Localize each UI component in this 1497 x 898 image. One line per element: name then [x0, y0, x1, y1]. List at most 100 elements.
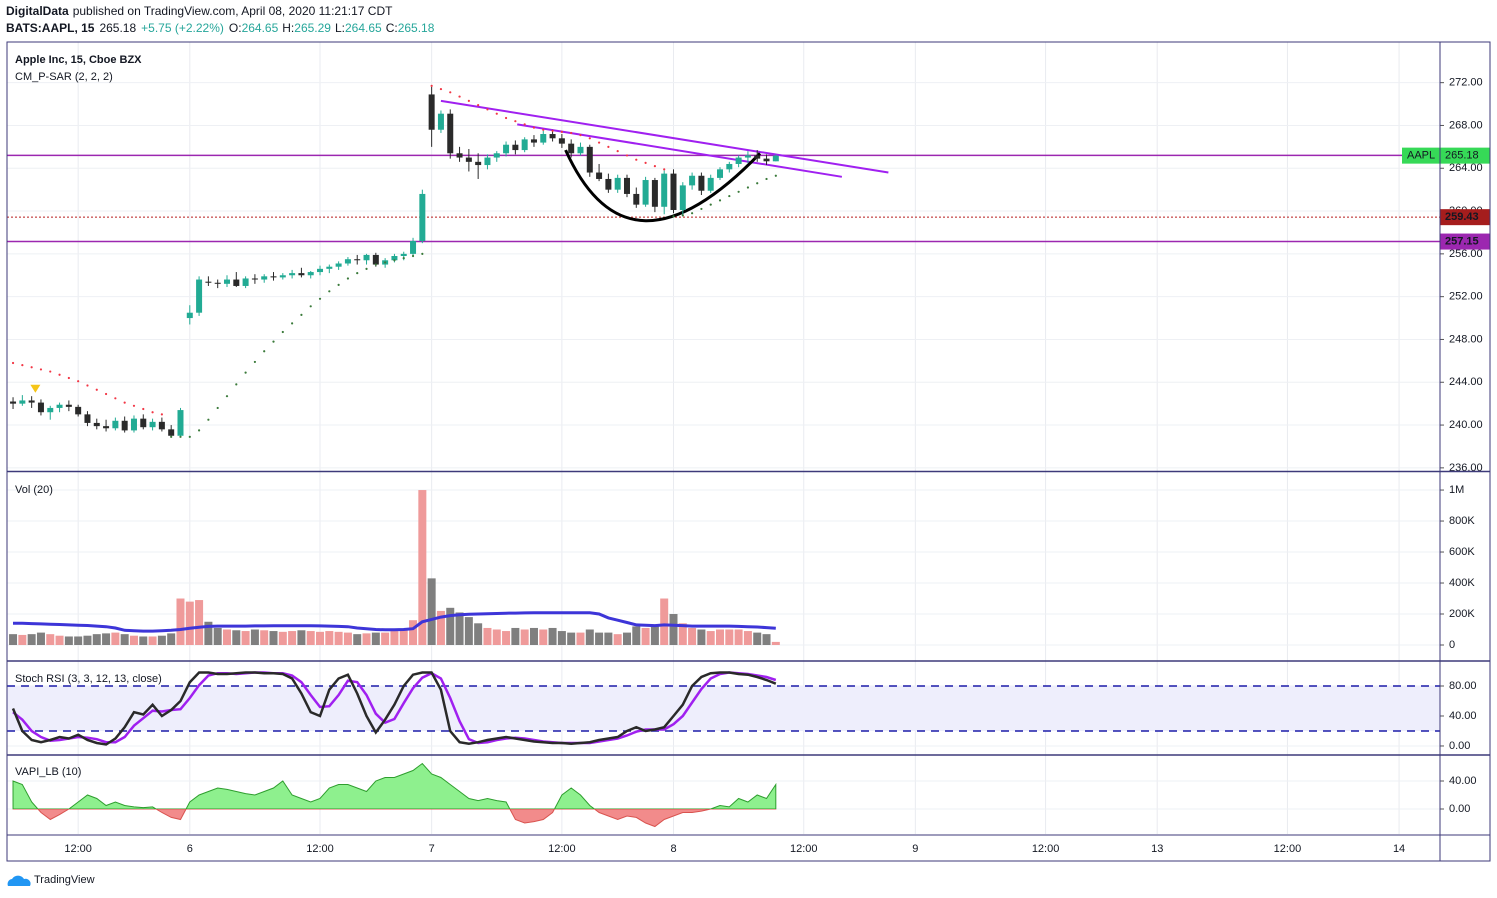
volume-bar [157, 635, 166, 646]
psar-dot [328, 290, 331, 293]
volume-bar [167, 633, 176, 646]
panel-legend: Stoch RSI (3, 3, 12, 13, close) [15, 673, 162, 685]
psar-dot [272, 340, 275, 343]
candle-body [735, 157, 742, 164]
psar-dot [663, 168, 666, 171]
psar-dot [728, 194, 731, 198]
volume-bar [334, 631, 343, 646]
psar-dot [495, 112, 498, 115]
y-tick-label: 0.00 [1449, 740, 1470, 752]
candle-body [465, 157, 472, 162]
candle-body [540, 134, 547, 143]
volume-bar [213, 627, 222, 646]
candle-body [261, 276, 268, 280]
candle-body [279, 275, 286, 278]
psar-dot [421, 252, 424, 255]
psar-dot [337, 283, 340, 286]
candle-body [512, 144, 519, 151]
psar-dot [402, 257, 405, 260]
candle-body [754, 155, 761, 159]
ohlc-value: 264.65 [345, 21, 382, 35]
volume-bar [297, 630, 306, 646]
vapi-area-negative [12, 809, 777, 828]
psar-dot [160, 413, 163, 416]
x-tick-label: 12:00 [790, 843, 818, 855]
psar-dot [570, 131, 573, 135]
header-line: DigitalData published on TradingView.com,… [6, 4, 393, 18]
candle-body [19, 400, 26, 404]
psar-dot [123, 401, 126, 404]
psar-dot [681, 214, 684, 217]
x-tick-label: 12:00 [1032, 843, 1060, 855]
candle-body [10, 401, 17, 404]
volume-bar [771, 641, 780, 646]
footer: TradingView [7, 874, 95, 886]
volume-bar [539, 629, 548, 646]
volume-bar [511, 627, 520, 646]
y-tick-label: 252.00 [1449, 291, 1483, 303]
x-tick-label: 12:00 [1274, 843, 1302, 855]
psar-dot [58, 373, 61, 376]
volume-bar [74, 636, 83, 646]
volume-bar [743, 631, 752, 646]
volume-bar [548, 627, 557, 646]
psar-dot [709, 203, 712, 206]
candle-body [428, 94, 435, 130]
candle-body [149, 421, 156, 428]
volume-bar [27, 634, 36, 646]
candle-body [233, 279, 240, 286]
volume-bar [222, 629, 231, 646]
volume-bar [36, 632, 45, 646]
author: DigitalData [6, 4, 69, 18]
psar-dot [39, 368, 43, 371]
candle-body [354, 259, 361, 261]
volume-bar [725, 629, 734, 646]
psar-dot [374, 263, 377, 266]
volume-bar [595, 632, 604, 646]
volume-bar [613, 634, 622, 646]
level-label-box [1440, 233, 1490, 250]
psar-dot [77, 380, 80, 383]
psar-dot [532, 126, 536, 129]
candle-body [633, 193, 640, 205]
signal-marker [30, 384, 41, 393]
psar-dot [542, 128, 545, 131]
volume-bar [92, 634, 101, 646]
candle-body [130, 418, 137, 431]
level-label: 257.15 [1445, 235, 1479, 247]
psar-dot [672, 215, 675, 218]
candle-body [558, 138, 565, 144]
volume-bar [455, 612, 464, 646]
volume-bar [576, 632, 585, 646]
psar-dot [691, 212, 694, 215]
candle-body [726, 163, 733, 170]
volume-bar [474, 623, 483, 646]
symbol: BATS:AAPL, 15 [6, 21, 95, 35]
psar-dot [114, 397, 117, 400]
y-tick-label: 40.00 [1449, 775, 1477, 787]
panel-legend: VAPI_LB (10) [15, 766, 81, 778]
psar-dot [616, 150, 619, 153]
psar-dot [504, 116, 508, 120]
candle-body [642, 180, 649, 205]
chart-title: Apple Inc, 15, Cboe BZX [15, 54, 142, 66]
psar-dot [458, 95, 461, 98]
y-tick-label: 600K [1449, 546, 1475, 558]
volume-bar [762, 634, 771, 646]
volume-bar [436, 610, 445, 646]
volume-bar [316, 631, 325, 646]
candle-body [251, 278, 258, 280]
volume-bar [83, 635, 92, 646]
candle-body [47, 407, 54, 413]
psar-dot [309, 305, 312, 308]
x-tick-label: 6 [187, 843, 193, 855]
psar-dot [235, 383, 238, 386]
y-tick-label: 240.00 [1449, 419, 1483, 431]
psar-dot [653, 165, 656, 168]
candle-body [75, 406, 82, 415]
volume-bar [288, 631, 297, 646]
psar-dot [356, 272, 359, 275]
level-label: 259.43 [1445, 211, 1479, 223]
psar-dot [253, 360, 257, 364]
candle-body [37, 402, 44, 413]
